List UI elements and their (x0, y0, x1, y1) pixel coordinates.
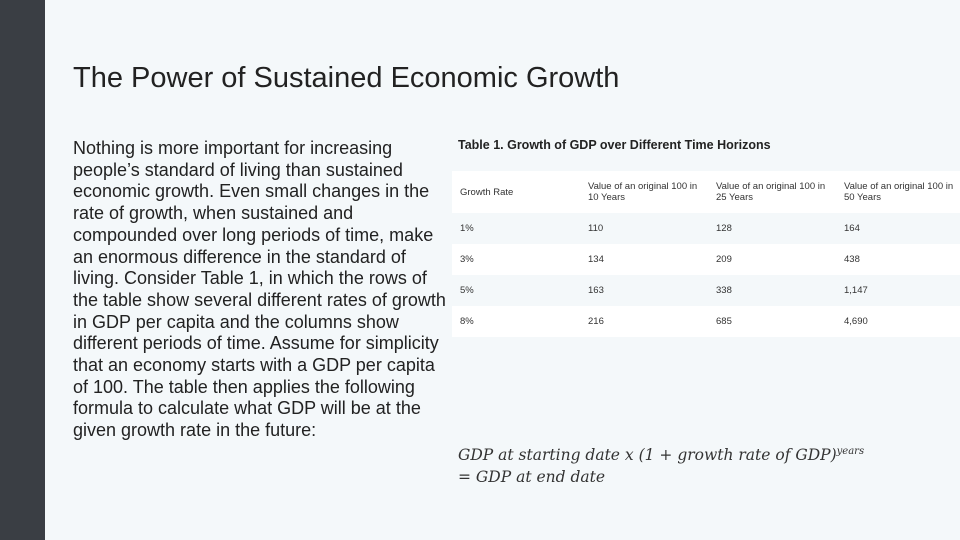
cell-growth-rate: 1% (460, 223, 474, 234)
cell-10-years: 216 (588, 316, 604, 327)
table-row: 8% 216 685 4,690 (452, 306, 960, 337)
cell-growth-rate: 5% (460, 285, 474, 296)
gdp-formula: GDP at starting date x (1 + growth rate … (458, 444, 864, 488)
header-25-years: Value of an original 100 in 25 Years (716, 181, 826, 203)
table-row: 3% 134 209 438 (452, 244, 960, 275)
cell-growth-rate: 8% (460, 316, 474, 327)
body-paragraph: Nothing is more important for increasing… (73, 138, 446, 441)
cell-50-years: 438 (844, 254, 860, 265)
table-row: 5% 163 338 1,147 (452, 275, 960, 306)
header-10-years: Value of an original 100 in 10 Years (588, 181, 698, 203)
slide-side-bar (0, 0, 45, 540)
table-header-row: Growth Rate Value of an original 100 in … (452, 171, 960, 213)
cell-25-years: 209 (716, 254, 732, 265)
cell-10-years: 134 (588, 254, 604, 265)
slide-title: The Power of Sustained Economic Growth (73, 62, 620, 94)
formula-line-1: GDP at starting date x (1 + growth rate … (458, 444, 864, 466)
table-row: 1% 110 128 164 (452, 213, 960, 244)
cell-10-years: 110 (588, 223, 604, 234)
header-growth-rate: Growth Rate (460, 186, 514, 198)
cell-50-years: 1,147 (844, 285, 868, 296)
cell-25-years: 338 (716, 285, 732, 296)
formula-expression: GDP at starting date x (1 + growth rate … (458, 446, 837, 464)
cell-50-years: 4,690 (844, 316, 868, 327)
cell-25-years: 685 (716, 316, 732, 327)
table-caption: Table 1. Growth of GDP over Different Ti… (458, 138, 771, 152)
cell-25-years: 128 (716, 223, 732, 234)
header-50-years: Value of an original 100 in 50 Years (844, 181, 954, 203)
cell-growth-rate: 3% (460, 254, 474, 265)
cell-50-years: 164 (844, 223, 860, 234)
formula-exponent: years (836, 446, 865, 457)
gdp-growth-table: Growth Rate Value of an original 100 in … (452, 171, 960, 337)
cell-10-years: 163 (588, 285, 604, 296)
formula-line-2: = GDP at end date (458, 468, 606, 486)
